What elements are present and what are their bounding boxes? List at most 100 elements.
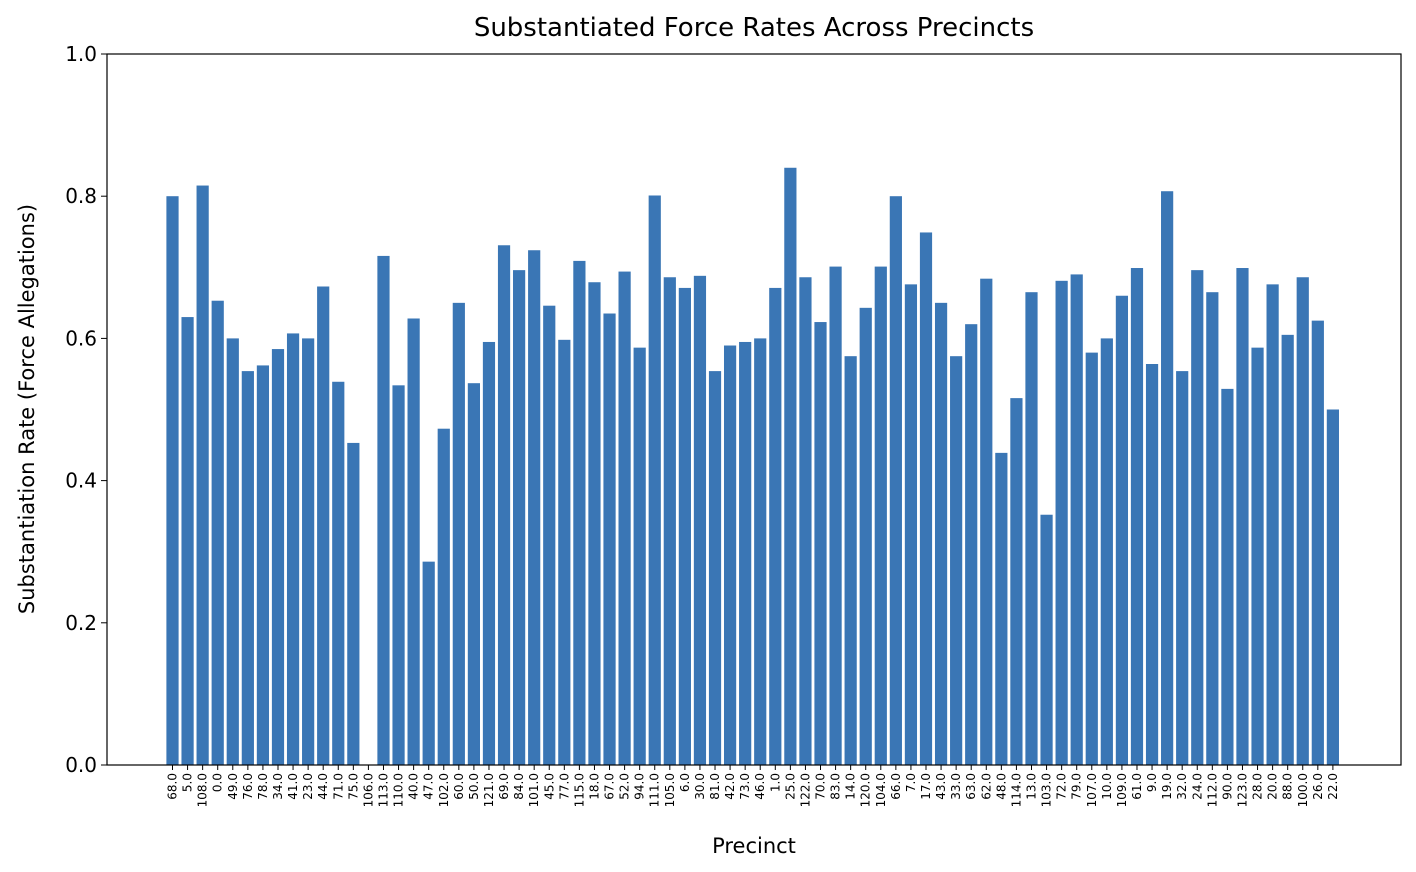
x-tick-label: 73.0: [738, 773, 752, 800]
y-tick-label: 0.6: [65, 326, 97, 350]
x-tick-label: 111.0: [648, 773, 662, 807]
x-tick-label: 30.0: [693, 773, 707, 800]
bar-72.0: [1055, 280, 1068, 765]
x-tick-label: 66.0: [889, 773, 903, 800]
x-tick-label: 110.0: [392, 773, 406, 807]
bar-67.0: [603, 313, 616, 765]
bar-122.0: [799, 277, 812, 765]
x-tick-label: 50.0: [467, 773, 481, 800]
bar-104.0: [874, 266, 887, 765]
bar-79.0: [1070, 274, 1083, 765]
bar-43.0: [934, 302, 948, 765]
x-tick-label: 78.0: [256, 773, 270, 800]
x-tick-label: 72.0: [1055, 773, 1069, 800]
x-tick-label: 75.0: [346, 773, 360, 800]
bar-101.0: [528, 250, 541, 766]
x-tick-label: 48.0: [994, 773, 1008, 800]
x-tick-label: 88.0: [1281, 773, 1295, 800]
bar-70.0: [814, 322, 827, 765]
x-tick-label: 42.0: [723, 773, 737, 800]
bar-107.0: [1085, 352, 1098, 765]
x-tick-label: 102.0: [437, 773, 451, 807]
x-tick-label: 81.0: [708, 773, 722, 800]
bar-121.0: [482, 341, 496, 765]
bar-1.0: [769, 287, 782, 765]
x-tick-label: 103.0: [1040, 773, 1054, 807]
x-tick-label: 113.0: [376, 773, 390, 807]
bar-63.0: [965, 324, 978, 765]
x-tick-label: 25.0: [783, 773, 797, 800]
bar-45.0: [543, 305, 556, 765]
bar-24.0: [1191, 270, 1204, 765]
bar-13.0: [1025, 292, 1038, 765]
bar-44.0: [317, 286, 330, 765]
bar-83.0: [829, 266, 842, 765]
bar-123.0: [1236, 268, 1249, 765]
bar-49.0: [226, 338, 239, 765]
bar-47.0: [422, 561, 435, 765]
bar-69.0: [497, 245, 511, 765]
bar-73.0: [739, 341, 752, 765]
x-tick-label: 0.0: [211, 773, 225, 792]
x-tick-label: 49.0: [226, 773, 240, 800]
x-tick-label: 68.0: [166, 773, 180, 800]
x-tick-label: 13.0: [1024, 773, 1038, 800]
bar-10.0: [1100, 338, 1113, 765]
x-tick-label: 76.0: [241, 773, 255, 800]
bar-115.0: [573, 260, 586, 765]
x-tick-label: 46.0: [753, 773, 767, 800]
x-tick-label: 19.0: [1160, 773, 1174, 800]
x-tick-label: 23.0: [301, 773, 315, 800]
x-tick-label: 34.0: [271, 773, 285, 800]
bar-60.0: [452, 302, 465, 765]
x-tick-label: 24.0: [1190, 773, 1204, 800]
x-tick-label: 105.0: [663, 773, 677, 807]
bar-84.0: [513, 270, 526, 765]
x-tick-label: 112.0: [1205, 773, 1219, 807]
x-tick-label: 44.0: [316, 773, 330, 800]
x-tick-label: 67.0: [603, 773, 617, 800]
bar-23.0: [302, 338, 315, 765]
y-axis: 0.0 0.2 0.4 0.6 0.8 1.0: [65, 42, 107, 777]
bar-90.0: [1221, 388, 1234, 765]
bar-105.0: [663, 277, 676, 765]
x-tick-label: 41.0: [286, 773, 300, 800]
y-tick-label: 0.0: [65, 753, 97, 777]
bar-111.0: [648, 195, 661, 766]
bar-6.0: [678, 287, 691, 765]
bar-9.0: [1145, 364, 1159, 765]
bar-71.0: [332, 381, 345, 765]
x-tick-label: 32.0: [1175, 773, 1189, 800]
x-tick-label: 106.0: [361, 773, 375, 807]
x-tick-label: 122.0: [798, 773, 812, 807]
x-tick-label: 28.0: [1251, 773, 1265, 800]
x-tick-label: 1.0: [768, 773, 782, 792]
bar-33.0: [950, 356, 963, 765]
bar-26.0: [1311, 320, 1324, 766]
chart-title: Substantiated Force Rates Across Precinc…: [474, 13, 1034, 43]
x-tick-label: 17.0: [919, 773, 933, 800]
bar-75.0: [347, 442, 360, 765]
x-tick-label: 40.0: [407, 773, 421, 800]
x-axis-label: Precinct: [712, 834, 796, 858]
x-tick-label: 52.0: [618, 773, 632, 800]
bar-100.0: [1296, 277, 1309, 765]
bar-19.0: [1161, 191, 1174, 766]
bar-40.0: [407, 318, 420, 765]
x-axis: 68.0 5.0 108.0 0.0 49.0 76.0 78.0 34.0 41.0 23.0 4…: [166, 765, 1340, 807]
y-tick-label: 0.4: [65, 469, 97, 493]
x-tick-label: 84.0: [512, 773, 526, 800]
x-tick-label: 20.0: [1266, 773, 1280, 800]
bar-0.0: [211, 300, 224, 765]
bar-114.0: [1010, 398, 1023, 765]
bar-30.0: [693, 275, 707, 765]
x-tick-label: 90.0: [1220, 773, 1234, 800]
x-tick-label: 5.0: [181, 773, 195, 792]
bar-109.0: [1115, 295, 1129, 765]
bar-78.0: [256, 365, 270, 765]
bar-18.0: [588, 282, 601, 765]
x-tick-label: 70.0: [814, 773, 828, 800]
bar-76.0: [241, 371, 254, 765]
x-tick-label: 9.0: [1145, 773, 1159, 792]
bar-62.0: [980, 278, 993, 765]
